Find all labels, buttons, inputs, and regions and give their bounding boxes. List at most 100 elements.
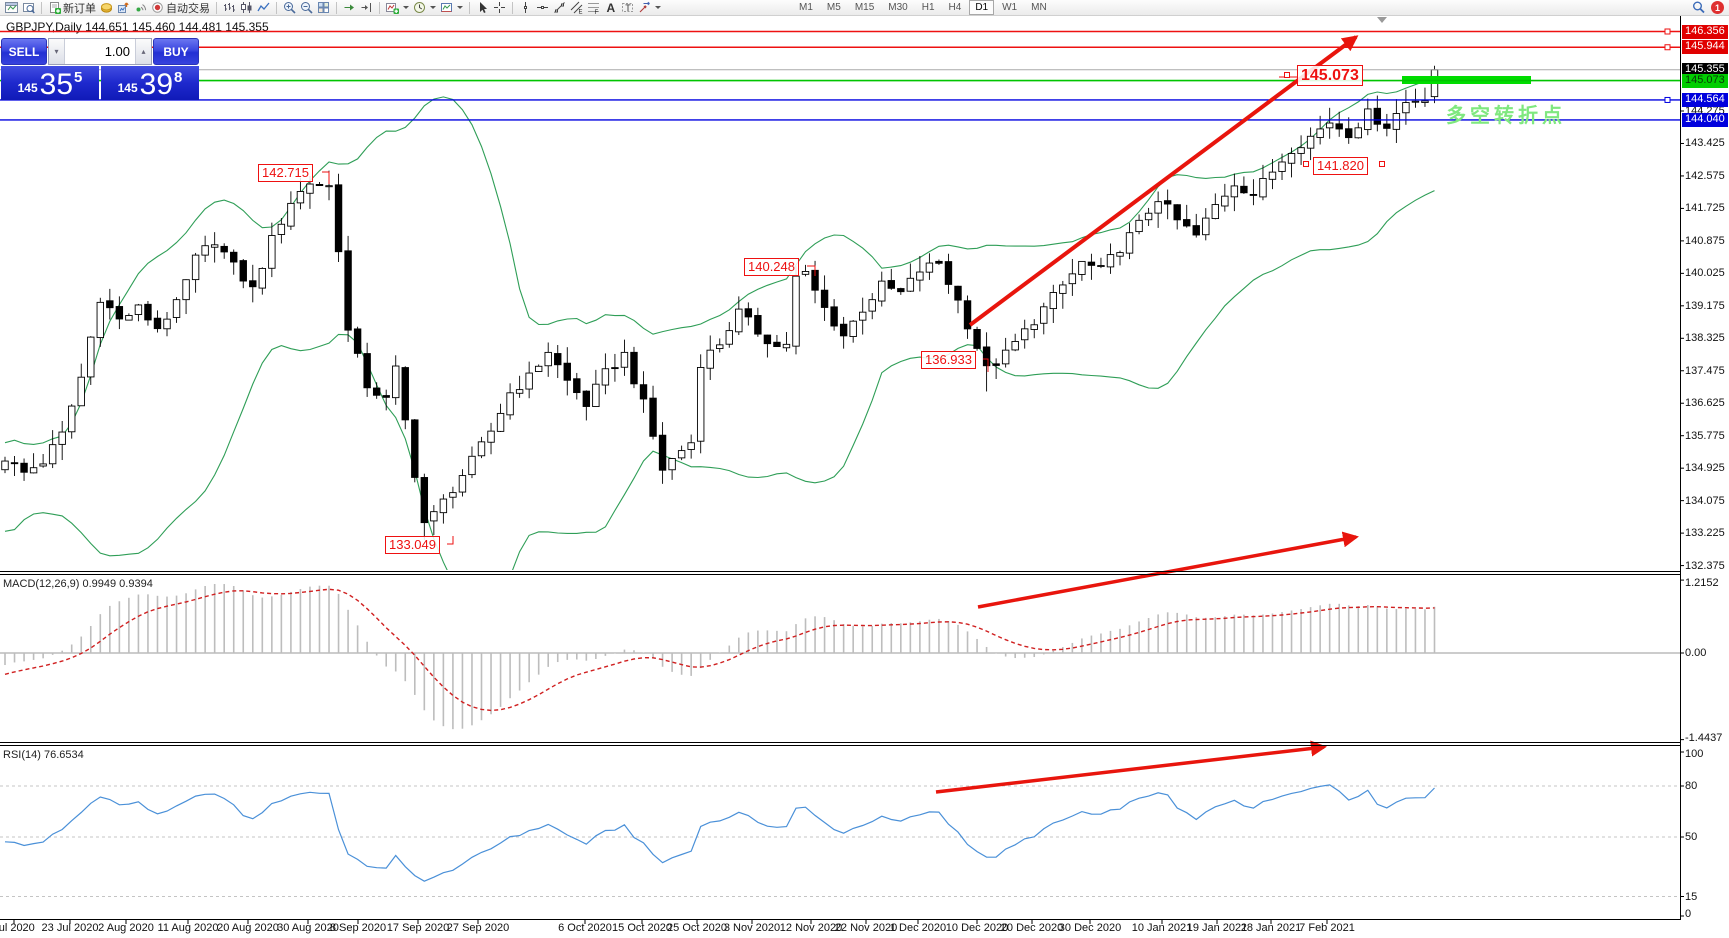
zoom-out-icon[interactable] [298,0,315,15]
timeframe-d1[interactable]: D1 [969,0,995,15]
tile-windows-icon[interactable] [315,0,332,15]
trend-arrow-3[interactable] [935,740,1327,794]
toolbar-separator [336,1,337,14]
macd-axis-tick: -1.4437 [1685,732,1723,744]
price-annotation[interactable]: 145.073 [1297,65,1363,87]
chevron-down-icon[interactable] [655,6,661,9]
price-axis-tick: 137.475 [1685,364,1725,377]
price-axis-tick: 143.425 [1685,137,1725,150]
clock-glyph [413,1,426,14]
price-annotation[interactable]: 140.248 [744,258,799,276]
horizontal-line-icon[interactable] [534,0,551,15]
macd-indicator-label: MACD(12,26,9) 0.9949 0.9394 [3,578,153,590]
price-annotation[interactable]: 141.820 [1313,157,1368,175]
turning-point-annotation[interactable]: 多空转折点 [1446,105,1566,127]
crosshair-icon[interactable] [491,0,508,15]
volume-decrease-button[interactable]: ▾ [49,39,65,64]
zoom-in-icon[interactable] [281,0,298,15]
rsi-axis-tick: 80 [1685,780,1698,792]
autotrading-button[interactable]: 自动交易 [149,0,212,15]
volume-increase-button[interactable]: ▴ [135,39,151,64]
candle-chart-mode-icon[interactable] [238,0,255,15]
svg-text:F: F [595,10,599,14]
price-level-label: 146.356 [1682,24,1728,39]
timeframe-mn[interactable]: MN [1031,2,1047,13]
search-icon[interactable] [1692,1,1705,14]
open-chart-icon[interactable] [3,0,20,15]
fibonacci-icon[interactable]: F [585,0,602,15]
timeframe-h1[interactable]: H1 [921,2,935,13]
templates-icon[interactable] [438,0,465,15]
macd-signal-line [4,588,1435,712]
chevron-down-icon[interactable] [457,6,463,9]
zoom-in-glyph [283,1,296,14]
new-order-button[interactable]: 新订单 [46,0,98,15]
vertical-line-icon[interactable] [517,0,534,15]
toolbar-separator [469,1,470,14]
buy-price[interactable]: 145 39 8 [101,66,199,100]
svg-text:T: T [625,3,631,13]
line-handle[interactable] [1664,96,1671,103]
arrows-icon[interactable] [636,0,663,15]
toolbar-separator [512,1,513,14]
cursor-icon[interactable] [474,0,491,15]
timeframe-m30[interactable]: M30 [888,2,908,13]
sell-price-main: 35 [39,68,74,101]
price-level-label: 145.944 [1682,40,1728,55]
toolbar-separator [276,1,277,14]
bar-chart-mode-icon[interactable] [221,0,238,15]
buy-price-pip: 8 [174,69,183,86]
publish-chart-icon[interactable] [115,0,132,15]
auto-scroll-icon[interactable] [341,0,358,15]
chevron-down-icon[interactable] [430,6,436,9]
volume-input[interactable]: 1.00 [104,44,130,59]
date-axis-label: 28 Jan 2021 [1240,922,1302,934]
market-watch-icon[interactable] [98,0,115,15]
autotrade-glyph [151,1,164,14]
timeframe-w1[interactable]: W1 [1002,2,1018,13]
indicators-icon[interactable] [384,0,411,15]
text-label-icon[interactable]: T [619,0,636,15]
timeframe-h4[interactable]: H4 [948,2,962,13]
price-level-label: 144.564 [1682,92,1728,107]
price-axis-tick: 140.875 [1685,234,1725,247]
new-order-glyph [48,1,61,14]
trendline-icon[interactable] [551,0,568,15]
price-axis-tick: 142.575 [1685,169,1725,182]
line-chart-mode-icon[interactable] [255,0,272,15]
chevron-down-icon[interactable] [403,6,409,9]
date-axis-label: 27 Sep 2020 [446,922,510,934]
signals-icon[interactable] [132,0,149,15]
channel-icon[interactable]: E [568,0,585,15]
toolbar-separator [379,1,380,14]
tile-glyph [317,1,330,14]
line-handle[interactable] [1664,28,1671,35]
periods-icon[interactable] [411,0,438,15]
text-icon[interactable]: A [602,0,619,15]
data-window-icon[interactable] [20,0,37,15]
timeframe-m5[interactable]: M5 [826,2,841,13]
annotation-handle[interactable] [1284,72,1290,78]
notifications-badge[interactable]: 1 [1711,1,1724,14]
annotation-handle[interactable] [1303,161,1309,167]
signal-glyph [134,1,147,14]
annotation-handle[interactable] [1379,161,1385,167]
price-annotation[interactable]: 133.049 [385,536,440,554]
price-annotation[interactable]: 142.715 [258,164,313,182]
date-axis-label: 11 Aug 2020 [157,922,219,934]
chart-shift-marker[interactable] [1377,17,1387,23]
sell-price-pip: 5 [74,69,83,86]
rsi-axis-tick: 100 [1685,748,1704,760]
sell-price[interactable]: 145 35 5 [1,66,99,100]
chart-shift-icon[interactable] [358,0,375,15]
buy-button[interactable]: BUY [153,38,199,65]
one-click-trading-panel: SELL ▾ 1.00 ▴ BUY 145 35 5 145 39 8 [1,38,199,100]
price-annotation[interactable]: 136.933 [921,351,976,369]
rsi-pane [0,784,1680,897]
line-handle[interactable] [1664,44,1671,51]
trend-arrow-1[interactable] [968,35,1359,327]
sell-button[interactable]: SELL [1,38,47,65]
crosshair-glyph [493,1,506,14]
timeframe-m15[interactable]: M15 [854,2,875,13]
timeframe-m1[interactable]: M1 [799,2,813,13]
